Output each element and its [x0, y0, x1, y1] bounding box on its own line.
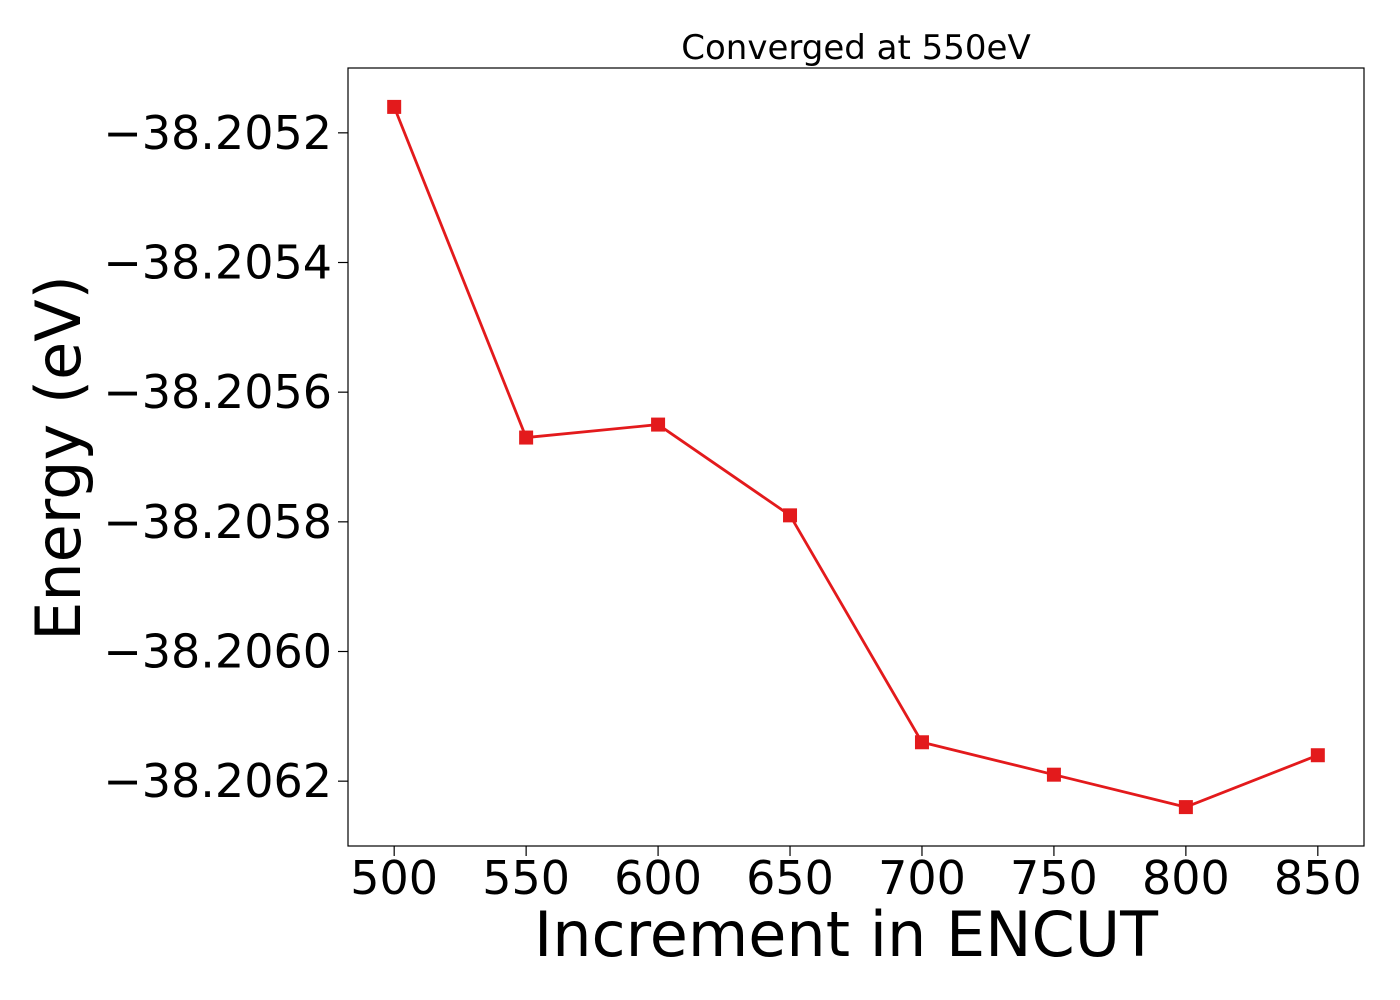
x-tick-label: 750 — [1010, 851, 1098, 905]
y-tick-label: −38.2058 — [103, 495, 332, 549]
data-point-marker — [651, 418, 665, 432]
x-tick-label: 600 — [614, 851, 702, 905]
x-tick-label: 700 — [878, 851, 966, 905]
y-tick-label: −38.2054 — [103, 236, 332, 290]
y-axis-label: Energy (eV) — [22, 275, 95, 641]
chart-title: Converged at 550eV — [681, 28, 1030, 68]
x-tick-label: 800 — [1142, 851, 1230, 905]
data-point-marker — [519, 431, 533, 445]
y-tick-label: −38.2052 — [103, 106, 332, 160]
y-tick-label: −38.2060 — [103, 625, 332, 679]
data-point-marker — [783, 508, 797, 522]
x-tick-label: 650 — [746, 851, 834, 905]
y-tick-label: −38.2062 — [103, 754, 332, 808]
data-point-marker — [387, 100, 401, 114]
x-tick-label: 850 — [1274, 851, 1362, 905]
data-point-marker — [915, 735, 929, 749]
x-tick-label: 500 — [350, 851, 438, 905]
x-tick-label: 550 — [482, 851, 570, 905]
data-point-marker — [1311, 748, 1325, 762]
y-tick-label: −38.2056 — [103, 365, 332, 419]
data-point-marker — [1047, 768, 1061, 782]
data-point-marker — [1179, 800, 1193, 814]
x-axis-label: Increment in ENCUT — [534, 898, 1159, 971]
